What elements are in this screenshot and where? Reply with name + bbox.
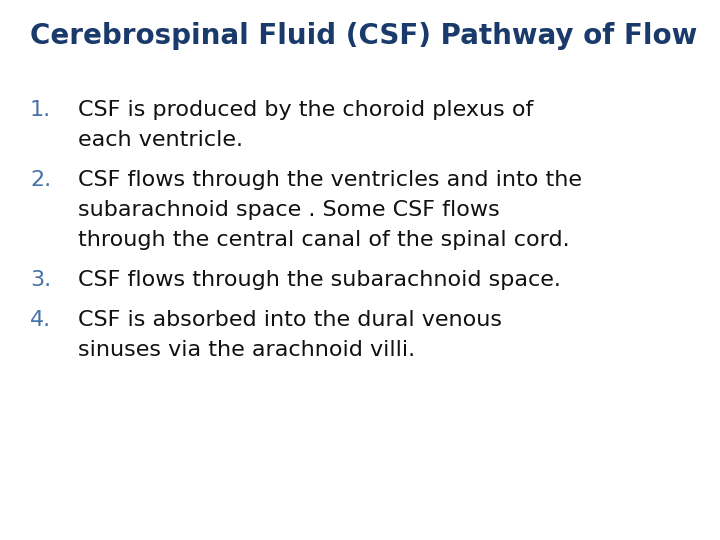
Text: 1.: 1. xyxy=(30,100,51,120)
Text: 3.: 3. xyxy=(30,270,51,290)
Text: subarachnoid space . Some CSF flows: subarachnoid space . Some CSF flows xyxy=(78,200,500,220)
Text: CSF flows through the subarachnoid space.: CSF flows through the subarachnoid space… xyxy=(78,270,561,290)
Text: CSF is absorbed into the dural venous: CSF is absorbed into the dural venous xyxy=(78,310,502,330)
Text: each ventricle.: each ventricle. xyxy=(78,130,243,150)
Text: CSF is produced by the choroid plexus of: CSF is produced by the choroid plexus of xyxy=(78,100,534,120)
Text: sinuses via the arachnoid villi.: sinuses via the arachnoid villi. xyxy=(78,340,415,360)
Text: 4.: 4. xyxy=(30,310,51,330)
Text: Cerebrospinal Fluid (CSF) Pathway of Flow: Cerebrospinal Fluid (CSF) Pathway of Flo… xyxy=(30,22,697,50)
Text: 2.: 2. xyxy=(30,170,51,190)
Text: CSF flows through the ventricles and into the: CSF flows through the ventricles and int… xyxy=(78,170,582,190)
Text: through the central canal of the spinal cord.: through the central canal of the spinal … xyxy=(78,230,570,250)
